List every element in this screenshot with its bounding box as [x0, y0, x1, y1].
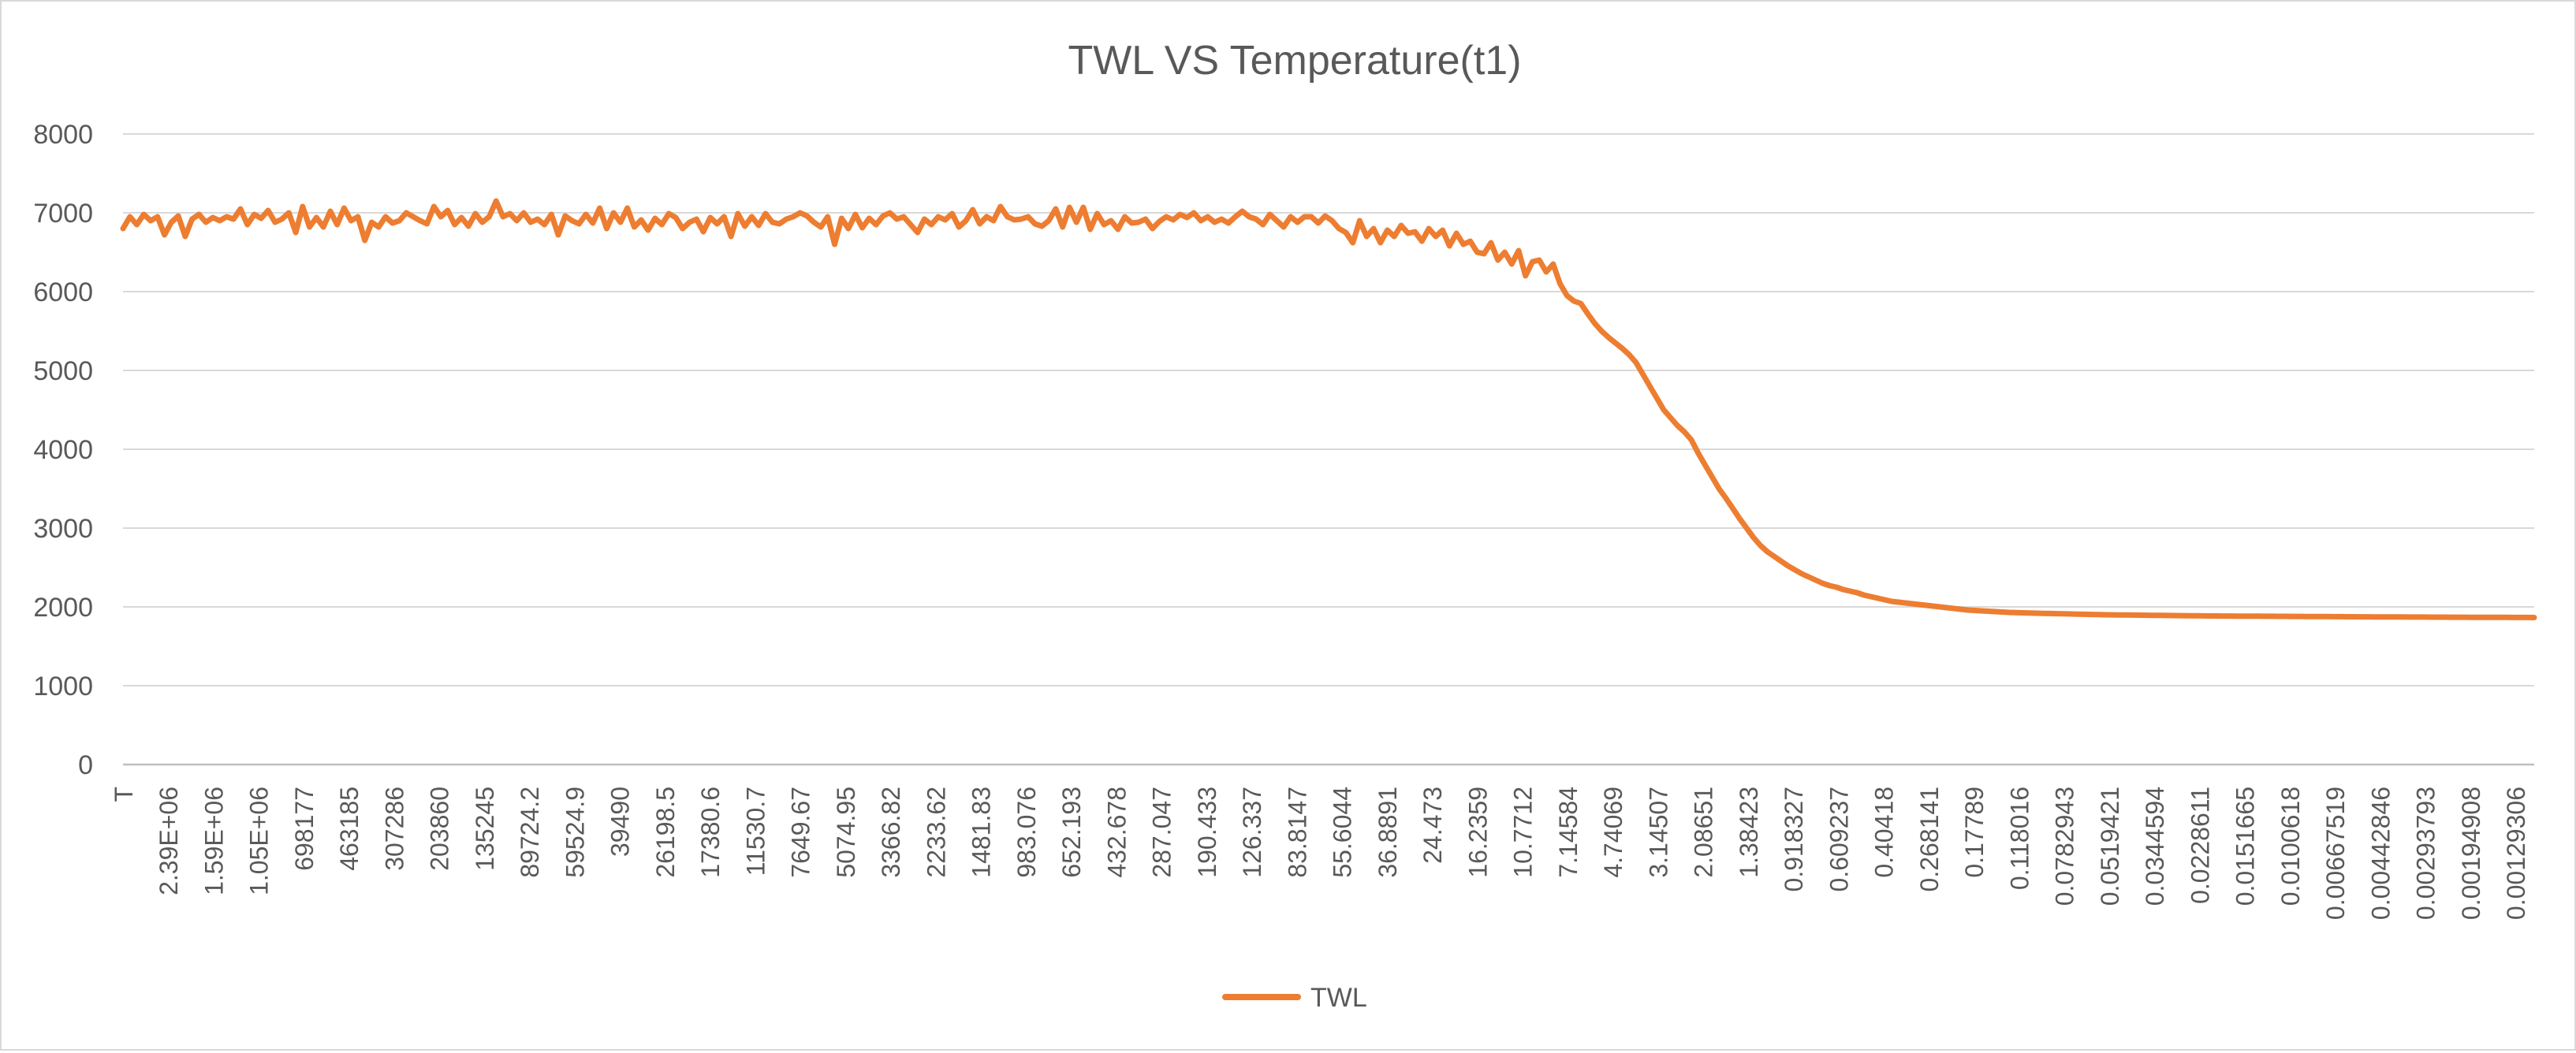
x-tick-label: 2233.62 [922, 787, 950, 878]
x-tick-label: 24.473 [1418, 787, 1447, 864]
x-tick-label: 0.17789 [1960, 787, 1989, 878]
x-tick-label: 0.00293793 [2412, 787, 2440, 920]
x-tick-label: 89724.2 [516, 787, 544, 878]
x-tick-label: 0.0519421 [2096, 787, 2124, 906]
legend[interactable]: TWL [1222, 983, 1367, 1013]
x-tick-label: 11530.7 [741, 787, 770, 876]
x-tick-label: 1.59E+06 [199, 787, 228, 895]
x-tick-label: 26198.5 [651, 787, 680, 878]
x-tick-label: 0.268141 [1915, 787, 1944, 891]
y-tick-label: 7000 [33, 199, 93, 229]
x-tick-label: T [110, 787, 138, 802]
x-tick-label: 0.918327 [1780, 787, 1808, 891]
x-tick-label: 4.74069 [1599, 787, 1627, 878]
y-tick-label: 0 [78, 750, 93, 780]
x-tick-label: 16.2359 [1463, 787, 1492, 878]
x-tick-label: 0.00442846 [2366, 787, 2395, 920]
x-tick-label: 0.0344594 [2141, 787, 2169, 906]
x-tick-label: 3366.82 [877, 787, 905, 878]
x-tick-label: 83.8147 [1283, 787, 1311, 878]
y-tick-label: 5000 [33, 356, 93, 386]
x-tick-label: 36.8891 [1374, 787, 1402, 878]
x-tick-label: 39490 [606, 787, 635, 857]
x-axis-tick-labels: T 2.39E+06 1.59E+06 1.05E+06 698177 463185 307… [110, 787, 2530, 920]
x-tick-label: 652.193 [1057, 787, 1086, 878]
y-tick-label: 4000 [33, 435, 93, 465]
series-line-twl[interactable] [120, 198, 2537, 620]
series-layer [120, 198, 2537, 620]
chart-title: TWL VS Temperature(t1) [1068, 38, 1521, 84]
x-tick-label: 1.05E+06 [245, 787, 274, 895]
gridlines [123, 133, 2534, 766]
y-tick-label: 6000 [33, 277, 93, 307]
legend-label[interactable]: TWL [1310, 983, 1367, 1013]
x-tick-label: 203860 [426, 787, 454, 871]
x-tick-label: 190.433 [1193, 787, 1221, 878]
x-tick-label: 463185 [335, 787, 363, 871]
x-tick-label: 287.047 [1148, 787, 1176, 878]
x-tick-label: 0.00194908 [2457, 787, 2485, 920]
x-tick-label: 0.0228611 [2186, 787, 2214, 904]
y-axis-tick-labels: 0 1000 2000 3000 4000 5000 6000 7000 8000 [33, 120, 93, 780]
x-tick-label: 0.00667519 [2321, 787, 2350, 920]
x-tick-label: 59524.9 [561, 787, 589, 878]
x-tick-label: 0.0100618 [2276, 787, 2305, 906]
y-tick-label: 2000 [33, 593, 93, 623]
x-tick-label: 55.6044 [1329, 787, 1357, 878]
y-tick-label: 8000 [33, 120, 93, 150]
x-tick-label: 1481.83 [967, 787, 996, 878]
x-tick-label: 0.609237 [1825, 787, 1853, 891]
y-tick-label: 1000 [33, 672, 93, 701]
x-tick-label: 5074.95 [832, 787, 860, 878]
x-tick-label: 0.0782943 [2051, 787, 2079, 906]
x-tick-label: 1.38423 [1735, 787, 1763, 878]
x-tick-label: 432.678 [1102, 787, 1131, 878]
y-tick-label: 3000 [33, 514, 93, 544]
x-tick-label: 2.39E+06 [155, 787, 183, 895]
x-tick-label: 0.0151665 [2231, 787, 2260, 906]
x-tick-label: 10.7712 [1509, 787, 1538, 878]
x-tick-label: 7649.67 [787, 787, 815, 878]
x-tick-label: 0.118016 [2005, 787, 2034, 890]
x-tick-label: 7.14584 [1554, 787, 1583, 878]
x-tick-label: 698177 [290, 787, 319, 871]
x-tick-label: 2.08651 [1690, 787, 1718, 878]
x-tick-label: 983.076 [1012, 787, 1041, 878]
x-tick-label: 135245 [471, 787, 499, 871]
x-tick-label: 3.14507 [1644, 787, 1672, 878]
x-tick-label: 17380.6 [696, 787, 725, 878]
x-tick-label: 126.337 [1238, 787, 1266, 878]
x-tick-label: 307286 [380, 787, 408, 871]
x-tick-label: 0.40418 [1870, 787, 1899, 878]
x-tick-label: 0.00129306 [2502, 787, 2530, 920]
